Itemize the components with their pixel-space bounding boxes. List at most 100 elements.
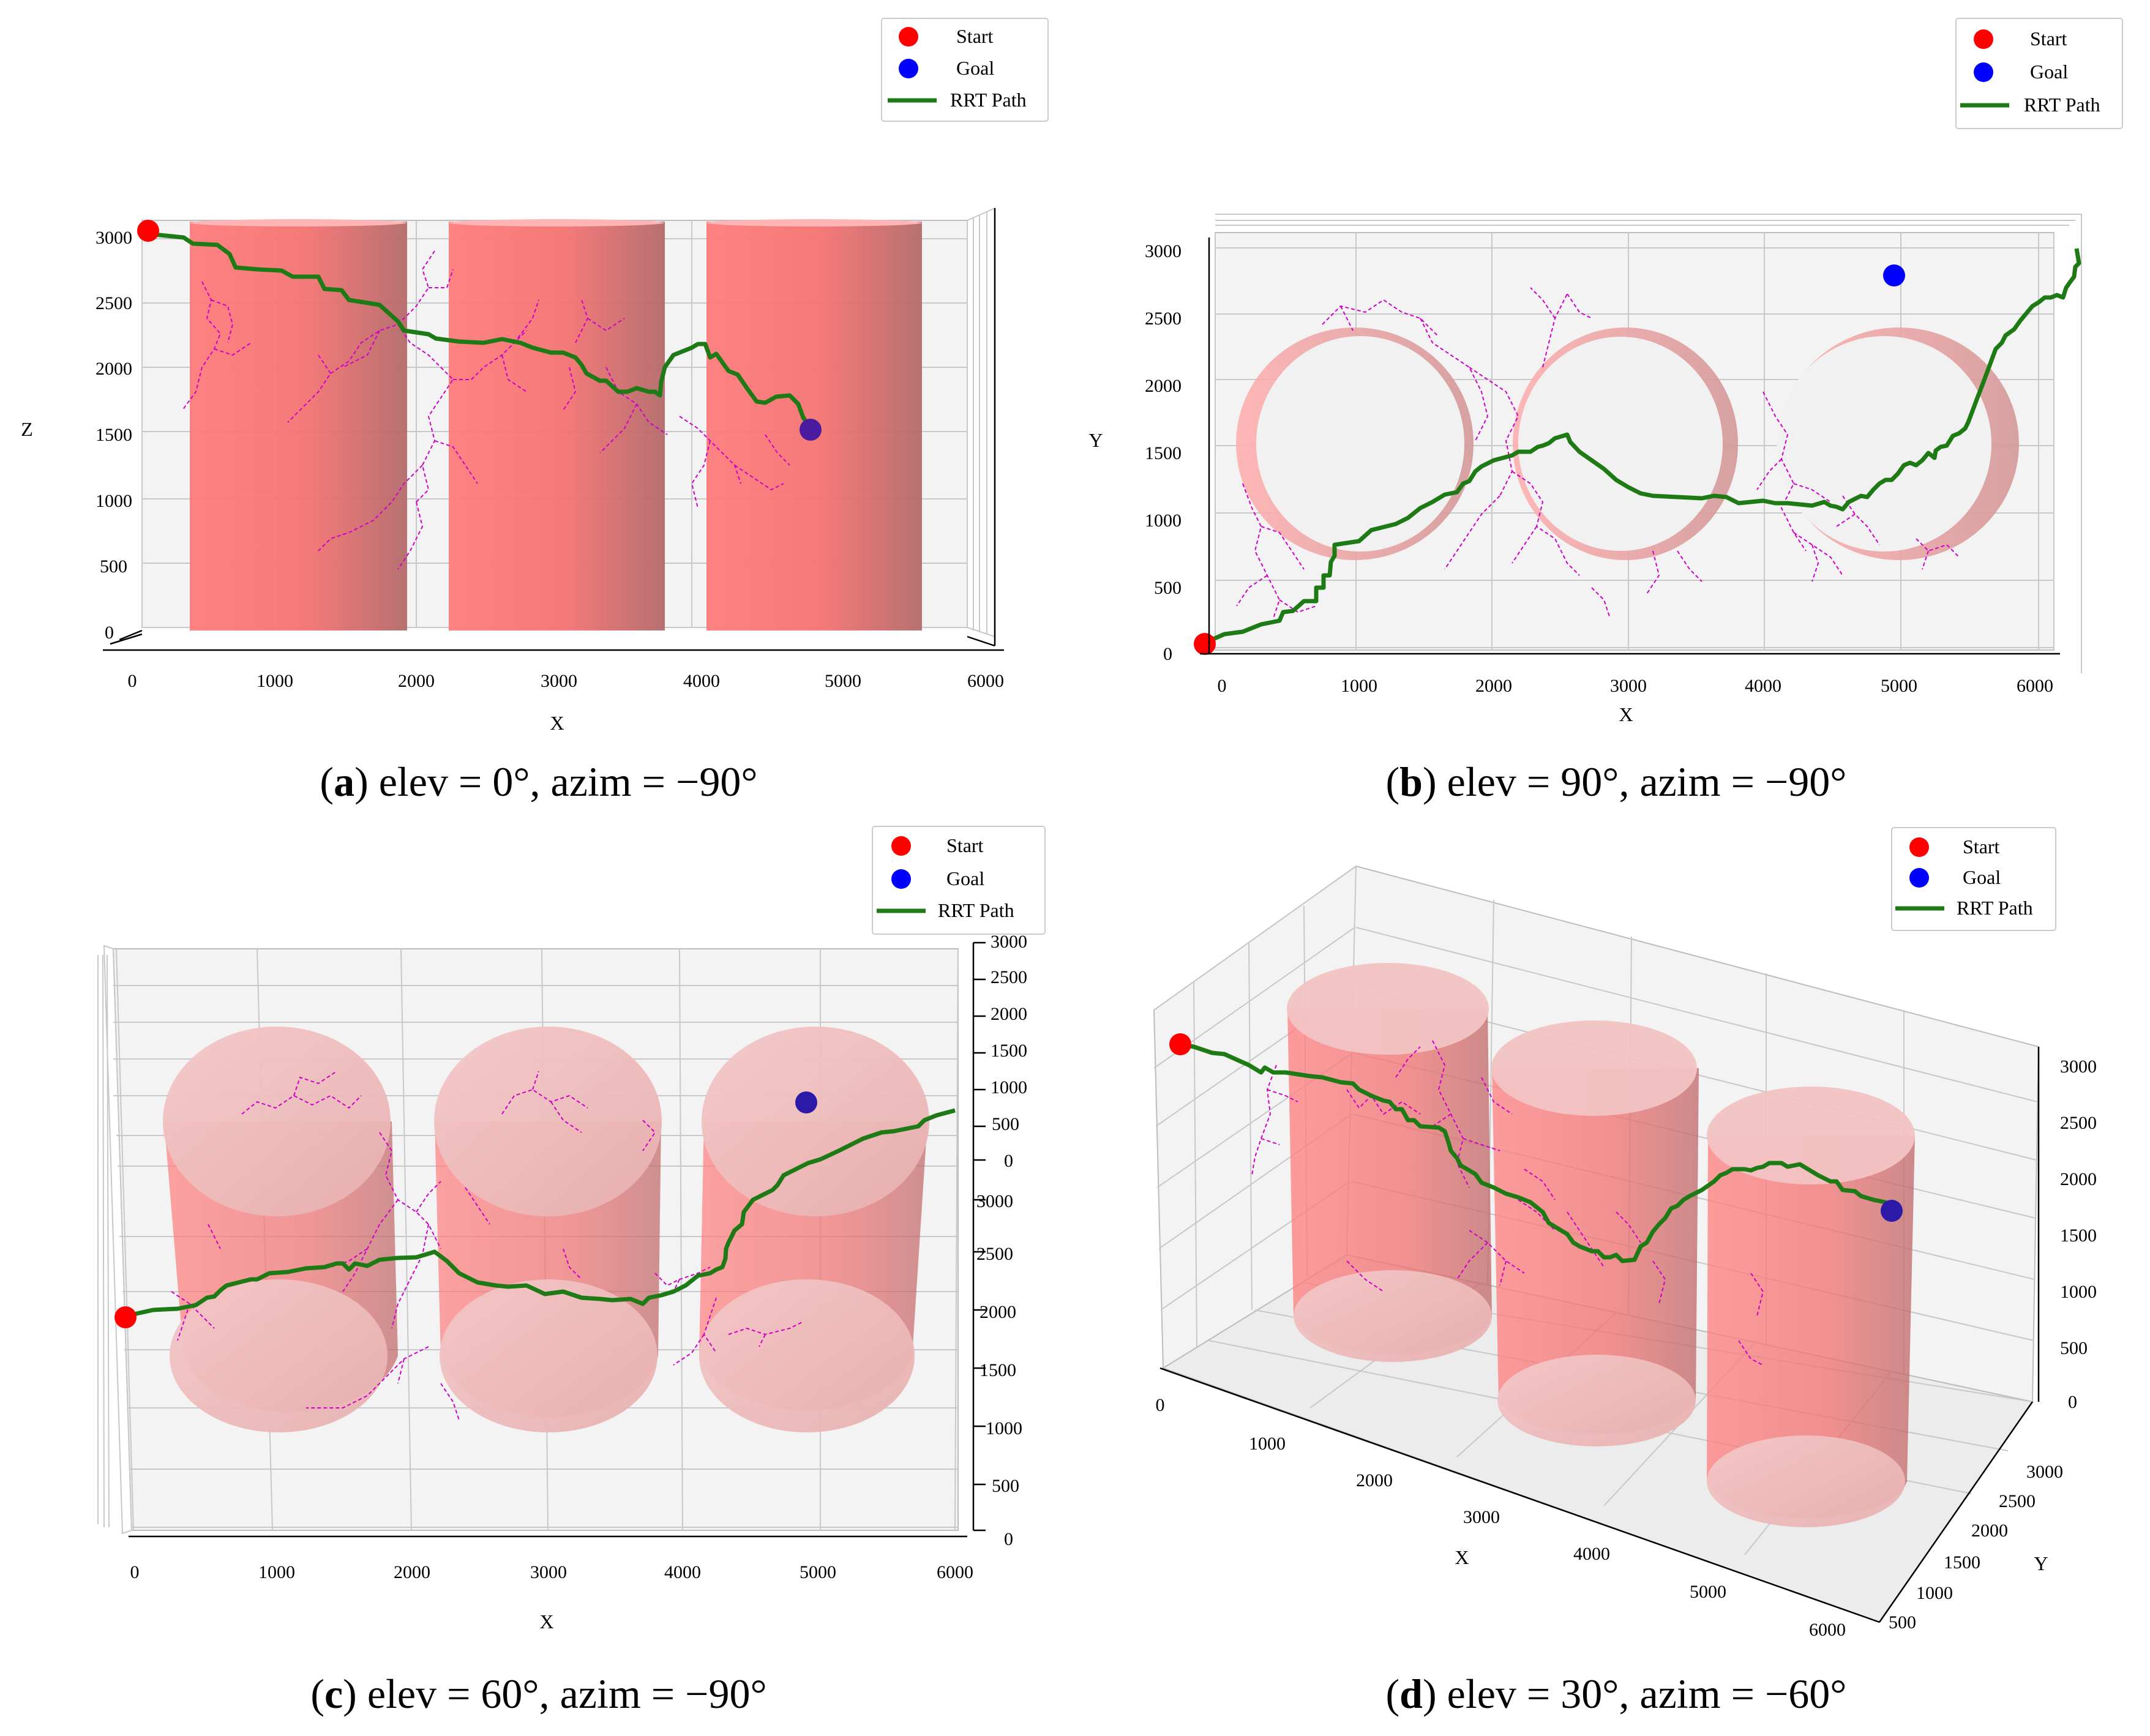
y-tick-label: 1500 xyxy=(1944,1552,1980,1573)
panel-d-ticks: 0 1000 2000 3000 4000 5000 6000 500 1000… xyxy=(1156,1057,2097,1640)
z-axis-label: Z xyxy=(21,418,33,440)
panel-b-ticks: 0 1000 2000 3000 4000 5000 6000 0 500 10… xyxy=(1145,241,2053,696)
panel-c-spines xyxy=(129,941,986,1538)
y-tick-label: 2000 xyxy=(1145,376,1182,396)
y-tick-label: 3000 xyxy=(976,1191,1013,1211)
x-tick-label: 1000 xyxy=(1341,676,1377,696)
y-tick-label: 500 xyxy=(1889,1612,1916,1633)
x-tick-label: 4000 xyxy=(664,1562,701,1582)
z-tick-label: 2500 xyxy=(2060,1113,2097,1133)
y-tick-label: 500 xyxy=(1154,578,1182,598)
legend-path-label: RRT Path xyxy=(938,899,1014,921)
rrt-tree xyxy=(182,250,790,570)
x-tick-label: 3000 xyxy=(530,1562,567,1582)
y-tick-label: 0 xyxy=(1004,1529,1013,1549)
legend-start-label: Start xyxy=(2030,28,2067,50)
panel-d-spines xyxy=(1159,1047,2040,1623)
x-tick-label: 2000 xyxy=(394,1562,430,1582)
panel-b-frame-lines xyxy=(1215,214,2082,673)
legend-start-label: Start xyxy=(1963,836,2000,858)
start-marker xyxy=(1194,633,1216,655)
legend-goal-label: Goal xyxy=(956,57,994,79)
rrt-path xyxy=(1204,248,2081,645)
z-tick-label: 2500 xyxy=(991,967,1027,987)
y-tick-label: 1500 xyxy=(979,1360,1016,1380)
cylinder-bottom xyxy=(440,1279,657,1432)
z-tick-label: 0 xyxy=(105,623,114,643)
x-tick-label: 5000 xyxy=(825,671,861,691)
panel-a-obstacles xyxy=(190,219,922,630)
x-tick-label: 6000 xyxy=(967,671,1004,691)
y-tick-label: 2000 xyxy=(979,1302,1016,1322)
panel-b-spines xyxy=(1200,238,2060,655)
cylinder-hole xyxy=(1777,336,1991,552)
panel-d-legend: Start Goal RRT Path xyxy=(1891,827,2056,931)
z-tick-label: 500 xyxy=(992,1114,1019,1134)
caption-d-text: ) elev = 30°, azim = −60° xyxy=(1423,1671,1846,1717)
panel-a-legend: Start Goal RRT Path xyxy=(881,18,1049,122)
z-tick-label: 2000 xyxy=(2060,1169,2097,1189)
x-tick-label: 1000 xyxy=(258,1562,295,1582)
legend-path-label: RRT Path xyxy=(2024,94,2100,116)
x-tick-label: 3000 xyxy=(1463,1507,1500,1527)
legend-box xyxy=(881,18,1049,122)
legend-start-marker xyxy=(899,27,918,47)
cylinder-top xyxy=(1491,1020,1697,1116)
z-tick-label: 500 xyxy=(100,556,127,577)
z-tick-label: 1000 xyxy=(991,1077,1027,1098)
y-tick-label: 2500 xyxy=(1145,309,1182,329)
z-tick-label: 1500 xyxy=(96,425,132,445)
cylinder-obstacle xyxy=(1707,1136,1915,1519)
panel-c-obstacles xyxy=(163,1027,929,1432)
x-tick-label: 2000 xyxy=(398,671,435,691)
rrt-tree xyxy=(171,1071,803,1421)
goal-marker xyxy=(795,1091,817,1113)
y-tick-label: 2000 xyxy=(1971,1521,2008,1541)
cylinder-top xyxy=(190,219,406,226)
legend-goal-label: Goal xyxy=(946,867,984,889)
legend-goal-label: Goal xyxy=(1963,866,2001,888)
x-tick-label: 6000 xyxy=(1809,1620,1846,1640)
legend-path-label: RRT Path xyxy=(1957,897,2033,919)
goal-marker xyxy=(1881,1200,1903,1222)
y-tick-label: 3000 xyxy=(2026,1462,2063,1482)
cylinder-obstacle xyxy=(190,222,407,630)
cylinder-bottom xyxy=(170,1279,388,1432)
rrt-tree xyxy=(1251,1040,1764,1366)
legend-goal-marker xyxy=(891,869,911,889)
x-tick-label: 0 xyxy=(128,671,137,691)
legend-start-label: Start xyxy=(946,834,984,856)
cylinder-bottom xyxy=(1497,1355,1696,1446)
goal-marker xyxy=(800,419,822,441)
cylinder-top xyxy=(163,1027,391,1216)
panel-c-side-lines xyxy=(97,954,110,1528)
y-tick-label: 1000 xyxy=(1145,511,1182,531)
y-tick-label: 3000 xyxy=(1145,241,1182,261)
panel-d: 0 1000 2000 3000 4000 5000 6000 500 1000… xyxy=(1153,827,2097,1717)
caption-a: (a) elev = 0°, azim = −90° xyxy=(320,758,757,805)
cylinder-top xyxy=(449,219,664,226)
cylinder-bottom xyxy=(1707,1435,1905,1527)
cylinder-top xyxy=(706,219,922,226)
x-tick-label: 1000 xyxy=(1249,1434,1286,1454)
goal-marker xyxy=(1883,264,1905,286)
x-tick-label: 1000 xyxy=(257,671,293,691)
panel-a-z-spine xyxy=(967,208,996,647)
x-tick-label: 6000 xyxy=(2017,676,2053,696)
z-tick-label: 3000 xyxy=(96,228,132,248)
x-tick-label: 4000 xyxy=(1573,1544,1610,1564)
legend-goal-marker xyxy=(899,59,918,78)
x-tick-label: 3000 xyxy=(541,671,577,691)
z-tick-label: 1500 xyxy=(2060,1225,2097,1246)
cylinder-top xyxy=(702,1027,929,1216)
legend-box xyxy=(1955,18,2123,129)
rrt-path xyxy=(148,231,812,430)
x-tick-label: 5000 xyxy=(1881,676,1917,696)
start-marker xyxy=(114,1306,137,1328)
z-tick-label: 2500 xyxy=(96,293,132,313)
y-tick-label: 2500 xyxy=(976,1244,1013,1264)
z-tick-label: 0 xyxy=(2068,1392,2077,1412)
panel-c: 0 1000 2000 3000 4000 5000 6000 0 500 10… xyxy=(97,826,1046,1717)
x-axis-label: X xyxy=(1619,703,1633,725)
